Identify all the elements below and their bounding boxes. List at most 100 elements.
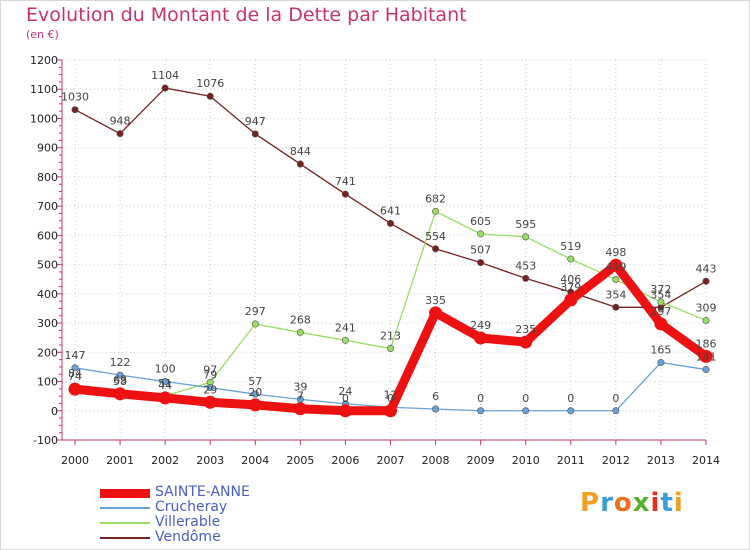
data-point [432, 245, 440, 253]
data-label: 186 [696, 337, 717, 350]
data-point [609, 258, 623, 272]
logo-letter: i [673, 488, 684, 518]
data-point [296, 160, 304, 168]
data-point [203, 395, 217, 409]
data-label: 249 [470, 319, 491, 332]
x-tick-label: 2005 [286, 454, 314, 467]
data-point [564, 293, 578, 307]
y-tick-label: -100 [33, 434, 58, 447]
data-label: 6 [432, 390, 439, 403]
data-point [432, 405, 440, 413]
data-label: 84 [68, 367, 82, 380]
x-tick-label: 2004 [241, 454, 269, 467]
x-tick-label: 2002 [151, 454, 179, 467]
data-label: 51 [158, 377, 172, 390]
data-point [158, 391, 172, 405]
data-point [702, 366, 710, 374]
data-label: 309 [696, 301, 717, 314]
data-label: 682 [425, 192, 446, 205]
data-label: 235 [515, 323, 536, 336]
y-tick-label: 1200 [30, 54, 58, 67]
data-point [567, 255, 575, 263]
data-label: 58 [113, 375, 127, 388]
data-label: 595 [515, 218, 536, 231]
legend-swatch [100, 537, 150, 539]
data-label: 406 [560, 273, 581, 286]
data-point [338, 404, 352, 418]
data-label: 554 [425, 230, 446, 243]
data-point [522, 274, 530, 282]
data-point [293, 402, 307, 416]
y-tick-label: 600 [37, 229, 58, 242]
data-label: 449 [605, 261, 626, 274]
data-label: 213 [380, 330, 401, 343]
y-tick-labels: -100 0 100 200 300 400 500 600 700 800 900 1000 1100… [30, 54, 58, 447]
data-point [113, 387, 127, 401]
data-label: 100 [155, 363, 176, 376]
data-point [116, 130, 124, 138]
x-tick-label: 2000 [61, 454, 89, 467]
data-point [341, 336, 349, 344]
data-point [71, 364, 79, 372]
data-label: 0 [477, 392, 484, 405]
data-label: 354 [650, 288, 671, 301]
y-tick-label: 700 [37, 200, 58, 213]
data-label: 97 [203, 363, 217, 376]
legend-item: Crucheray [100, 499, 360, 515]
data-label: 948 [110, 115, 131, 128]
data-label: 453 [515, 259, 536, 272]
data-point [161, 378, 169, 386]
x-tick-label: 2014 [692, 454, 720, 467]
data-label: 74 [68, 370, 82, 383]
data-point [612, 276, 620, 284]
data-label: 335 [425, 294, 446, 307]
x-tick-label: 2013 [647, 454, 675, 467]
logo-letter: t [660, 488, 674, 518]
data-label: 1076 [196, 77, 224, 90]
data-label: 7 [297, 390, 304, 403]
data-point [477, 259, 485, 267]
y-tick-label: 800 [37, 171, 58, 184]
x-tick-label: 2006 [331, 454, 359, 467]
axes [57, 59, 707, 445]
data-point [612, 407, 620, 415]
legend-label: Vendôme [155, 529, 221, 545]
y-tick-label: 500 [37, 259, 58, 272]
data-label: 443 [696, 262, 717, 275]
legend-item: SAINTE-ANNE [100, 484, 360, 500]
data-label: 0 [522, 392, 529, 405]
legend: SAINTE-ANNE Crucheray Villerable Vendôme [100, 484, 360, 545]
data-point [702, 277, 710, 285]
logo-letter: x [632, 488, 651, 518]
data-label: 57 [248, 375, 262, 388]
data-point [384, 404, 397, 418]
x-tick-label: 2009 [467, 454, 495, 467]
data-label: 741 [335, 175, 356, 188]
data-label: 372 [650, 283, 671, 296]
y-tick-label: 400 [37, 288, 58, 301]
data-point [519, 335, 533, 349]
data-label: 605 [470, 215, 491, 228]
data-label: 268 [290, 313, 311, 326]
data-label: 79 [203, 369, 217, 382]
data-label: 844 [290, 145, 311, 158]
data-label: 39 [293, 380, 307, 393]
x-tick-label: 2012 [602, 454, 630, 467]
data-label: 20 [248, 386, 262, 399]
data-label: 12 [384, 388, 398, 401]
data-label: 1104 [151, 69, 179, 82]
series-sainte-anne [68, 258, 713, 418]
legend-swatch [100, 522, 150, 524]
data-point [161, 84, 169, 92]
y-tick-label: 100 [37, 376, 58, 389]
data-label: 147 [65, 349, 86, 362]
data-label: 241 [335, 321, 356, 334]
x-tick-labels: 2000 2001 2002 2003 2004 2005 2006 2007 2008 2009… [61, 454, 720, 467]
legend-swatch [100, 488, 150, 498]
data-point [341, 190, 349, 198]
data-label: 24 [338, 385, 352, 398]
data-point [206, 92, 214, 100]
data-point [116, 371, 124, 379]
data-label: 141 [696, 351, 717, 364]
data-point [522, 407, 530, 415]
